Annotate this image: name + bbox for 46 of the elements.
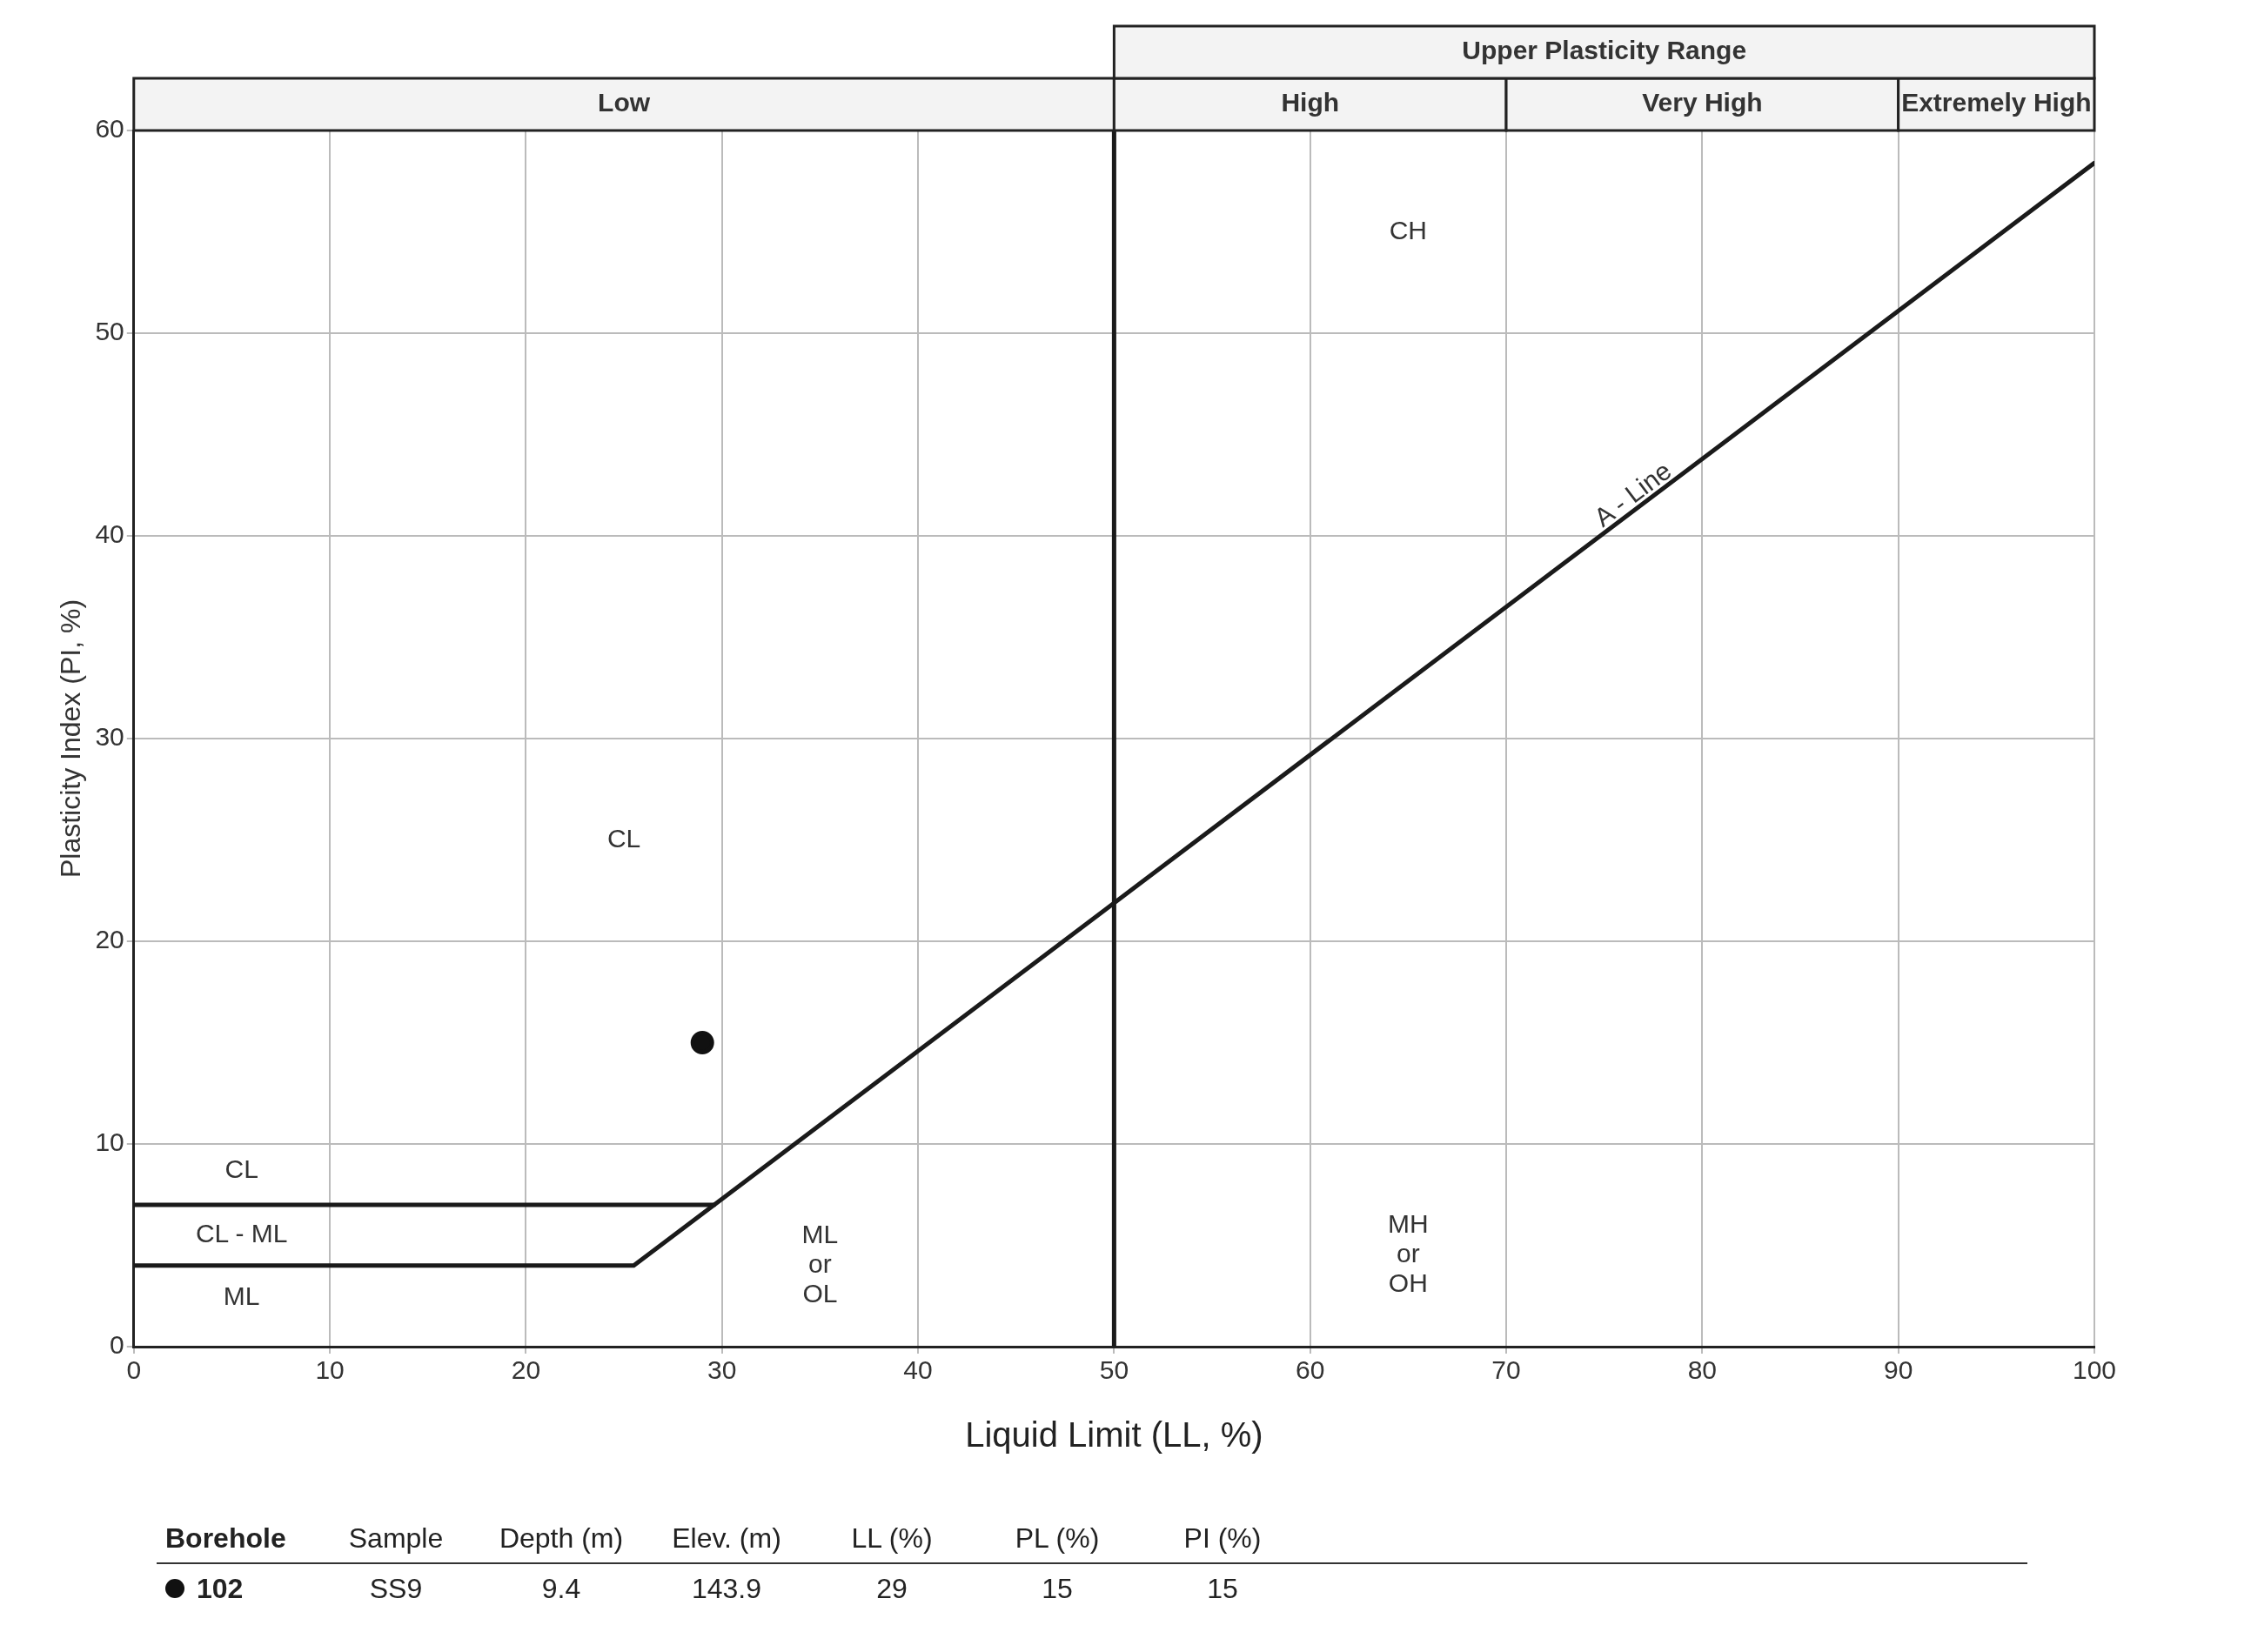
text: 15 <box>1206 1572 1239 1605</box>
text: 9.4 <box>540 1572 582 1605</box>
y-axis-title: Plasticity Index (PI, %) <box>55 599 87 879</box>
y-tick-label: 0 <box>110 1330 124 1360</box>
y-tick-label: 20 <box>95 925 124 954</box>
text: Low <box>598 88 651 117</box>
text: Upper Plasticity Range <box>1462 36 1747 65</box>
text: PI (%) <box>1182 1522 1263 1555</box>
y-tick-label: 10 <box>95 1127 124 1157</box>
x-tick-label: 60 <box>1296 1355 1325 1385</box>
text: 143.9 <box>690 1572 763 1605</box>
text: High <box>1281 88 1340 117</box>
x-tick-label: 40 <box>903 1355 933 1385</box>
x-tick-label: 10 <box>315 1355 345 1385</box>
text: 15 <box>1041 1572 1074 1605</box>
text: 29 <box>875 1572 908 1605</box>
x-axis-title: Liquid Limit (LL, %) <box>965 1415 1263 1455</box>
annotation: CL <box>606 823 641 853</box>
x-tick-label: 80 <box>1687 1355 1718 1385</box>
annotation: ML or OL <box>801 1220 839 1308</box>
annotation: MH or OH <box>1388 1209 1429 1298</box>
annotation: A - Line <box>1588 455 1677 532</box>
annotation: CH <box>1389 215 1428 244</box>
text: SS9 <box>368 1572 424 1605</box>
annotation: ML <box>223 1281 260 1311</box>
x-tick-label: 30 <box>707 1355 737 1385</box>
x-tick-label: 100 <box>2072 1355 2117 1385</box>
text: Sample <box>347 1522 445 1555</box>
x-tick-label: 70 <box>1491 1355 1521 1385</box>
x-tick-label: 20 <box>511 1355 541 1385</box>
annotation: CL - ML <box>195 1219 288 1248</box>
text: Depth (m) <box>498 1522 625 1555</box>
x-tick-label: 50 <box>1099 1355 1129 1385</box>
y-tick-label: 60 <box>95 114 124 144</box>
y-tick-label: 30 <box>95 722 124 752</box>
text: Elev. (m) <box>671 1522 782 1555</box>
legend-label: 102 <box>197 1572 244 1605</box>
y-tick-label: 40 <box>95 519 124 549</box>
y-tick-label: 50 <box>95 317 124 346</box>
annotation: CL <box>224 1154 258 1183</box>
text: LL (%) <box>850 1522 934 1555</box>
text: Borehole <box>164 1522 287 1555</box>
text: Extremely High <box>1901 88 2092 117</box>
text: Very High <box>1642 88 1763 117</box>
x-tick-label: 90 <box>1883 1355 1913 1385</box>
text: PL (%) <box>1014 1522 1101 1555</box>
